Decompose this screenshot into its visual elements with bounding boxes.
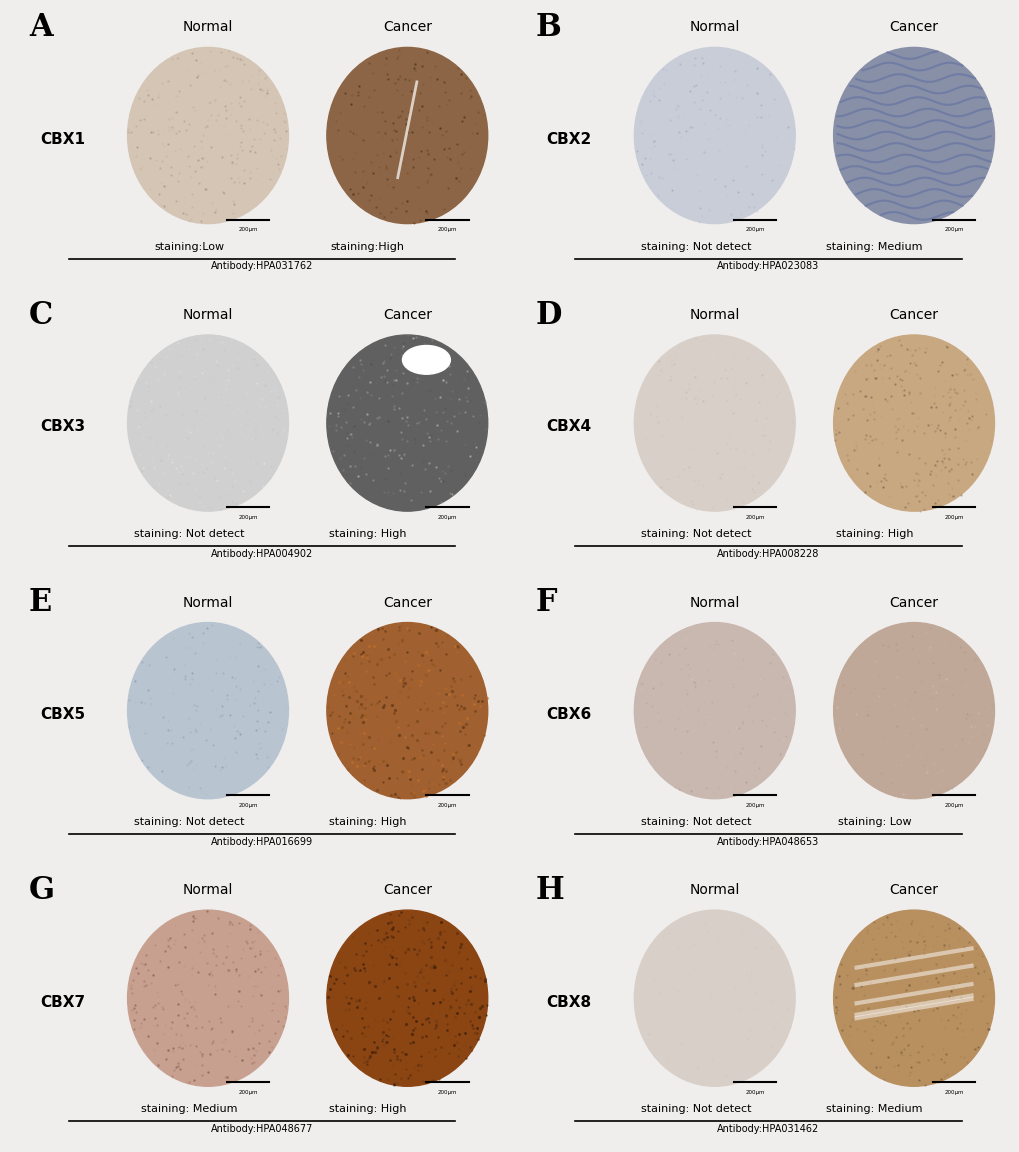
Ellipse shape bbox=[833, 910, 994, 1086]
Text: 200μm: 200μm bbox=[944, 515, 963, 520]
Text: CBX2: CBX2 bbox=[546, 131, 591, 146]
Text: CBX1: CBX1 bbox=[40, 131, 85, 146]
Text: Normal: Normal bbox=[182, 596, 233, 609]
Text: 200μm: 200μm bbox=[745, 1090, 764, 1096]
Text: C: C bbox=[29, 300, 53, 331]
Text: Cancer: Cancer bbox=[382, 884, 431, 897]
Text: CBX8: CBX8 bbox=[546, 994, 591, 1009]
Text: 200μm: 200μm bbox=[238, 1090, 258, 1096]
Text: staining: High: staining: High bbox=[329, 529, 407, 539]
Ellipse shape bbox=[127, 47, 288, 223]
Text: 200μm: 200μm bbox=[437, 227, 457, 233]
Text: Normal: Normal bbox=[689, 884, 739, 897]
Ellipse shape bbox=[634, 622, 795, 798]
Text: staining: High: staining: High bbox=[836, 529, 913, 539]
Text: staining: High: staining: High bbox=[329, 817, 407, 827]
Text: Antibody:HPA048653: Antibody:HPA048653 bbox=[716, 836, 819, 847]
Ellipse shape bbox=[127, 335, 288, 511]
Text: CBX4: CBX4 bbox=[546, 419, 591, 434]
Ellipse shape bbox=[403, 346, 450, 374]
Text: Normal: Normal bbox=[182, 21, 233, 35]
Text: staining: Not detect: staining: Not detect bbox=[640, 1105, 751, 1114]
Text: Cancer: Cancer bbox=[889, 308, 937, 323]
Text: staining: Not detect: staining: Not detect bbox=[133, 529, 245, 539]
Text: CBX5: CBX5 bbox=[40, 707, 85, 722]
Text: 200μm: 200μm bbox=[238, 227, 258, 233]
Text: Cancer: Cancer bbox=[382, 21, 431, 35]
Text: 200μm: 200μm bbox=[745, 515, 764, 520]
Text: Antibody:HPA031462: Antibody:HPA031462 bbox=[716, 1124, 819, 1134]
Text: 200μm: 200μm bbox=[944, 227, 963, 233]
Text: 200μm: 200μm bbox=[437, 515, 457, 520]
Text: Antibody:HPA048677: Antibody:HPA048677 bbox=[210, 1124, 313, 1134]
Ellipse shape bbox=[326, 47, 487, 223]
Text: Cancer: Cancer bbox=[889, 21, 937, 35]
Ellipse shape bbox=[127, 910, 288, 1086]
Text: Normal: Normal bbox=[689, 596, 739, 609]
Ellipse shape bbox=[326, 910, 487, 1086]
Text: Normal: Normal bbox=[182, 884, 233, 897]
Ellipse shape bbox=[127, 622, 288, 798]
Text: Antibody:HPA031762: Antibody:HPA031762 bbox=[210, 262, 313, 272]
Text: A: A bbox=[29, 12, 52, 43]
Text: Antibody:HPA016699: Antibody:HPA016699 bbox=[211, 836, 313, 847]
Text: CBX7: CBX7 bbox=[40, 994, 85, 1009]
Text: G: G bbox=[29, 874, 55, 905]
Ellipse shape bbox=[326, 335, 487, 511]
Ellipse shape bbox=[833, 335, 994, 511]
Ellipse shape bbox=[634, 910, 795, 1086]
Text: F: F bbox=[535, 588, 556, 619]
Text: staining: Not detect: staining: Not detect bbox=[640, 242, 751, 251]
Text: staining: High: staining: High bbox=[329, 1105, 407, 1114]
Text: staining: Not detect: staining: Not detect bbox=[133, 817, 245, 827]
Ellipse shape bbox=[326, 622, 487, 798]
Text: staining:Low: staining:Low bbox=[154, 242, 224, 251]
Text: staining: Not detect: staining: Not detect bbox=[640, 529, 751, 539]
Text: staining: Medium: staining: Medium bbox=[825, 1105, 922, 1114]
Text: B: B bbox=[535, 12, 560, 43]
Text: 200μm: 200μm bbox=[944, 803, 963, 808]
Text: Antibody:HPA008228: Antibody:HPA008228 bbox=[716, 550, 819, 559]
Ellipse shape bbox=[833, 622, 994, 798]
Text: Antibody:HPA004902: Antibody:HPA004902 bbox=[210, 550, 313, 559]
Text: 200μm: 200μm bbox=[238, 515, 258, 520]
Text: H: H bbox=[535, 874, 564, 905]
Text: 200μm: 200μm bbox=[944, 1090, 963, 1096]
Text: Cancer: Cancer bbox=[382, 596, 431, 609]
Text: staining:High: staining:High bbox=[330, 242, 405, 251]
Ellipse shape bbox=[634, 335, 795, 511]
Text: Normal: Normal bbox=[182, 308, 233, 323]
Text: Cancer: Cancer bbox=[889, 596, 937, 609]
Text: Normal: Normal bbox=[689, 21, 739, 35]
Text: Cancer: Cancer bbox=[382, 308, 431, 323]
Text: staining: Medium: staining: Medium bbox=[141, 1105, 237, 1114]
Text: 200μm: 200μm bbox=[745, 227, 764, 233]
Text: E: E bbox=[29, 588, 52, 619]
Text: 200μm: 200μm bbox=[437, 803, 457, 808]
Text: CBX3: CBX3 bbox=[40, 419, 85, 434]
Ellipse shape bbox=[634, 47, 795, 223]
Text: Cancer: Cancer bbox=[889, 884, 937, 897]
Text: 200μm: 200μm bbox=[437, 1090, 457, 1096]
Text: CBX6: CBX6 bbox=[546, 707, 591, 722]
Text: 200μm: 200μm bbox=[745, 803, 764, 808]
Text: Normal: Normal bbox=[689, 308, 739, 323]
Text: staining: Low: staining: Low bbox=[837, 817, 911, 827]
Text: 200μm: 200μm bbox=[238, 803, 258, 808]
Ellipse shape bbox=[833, 47, 994, 223]
Text: D: D bbox=[535, 300, 561, 331]
Text: staining: Medium: staining: Medium bbox=[825, 242, 922, 251]
Text: staining: Not detect: staining: Not detect bbox=[640, 817, 751, 827]
Text: Antibody:HPA023083: Antibody:HPA023083 bbox=[716, 262, 819, 272]
